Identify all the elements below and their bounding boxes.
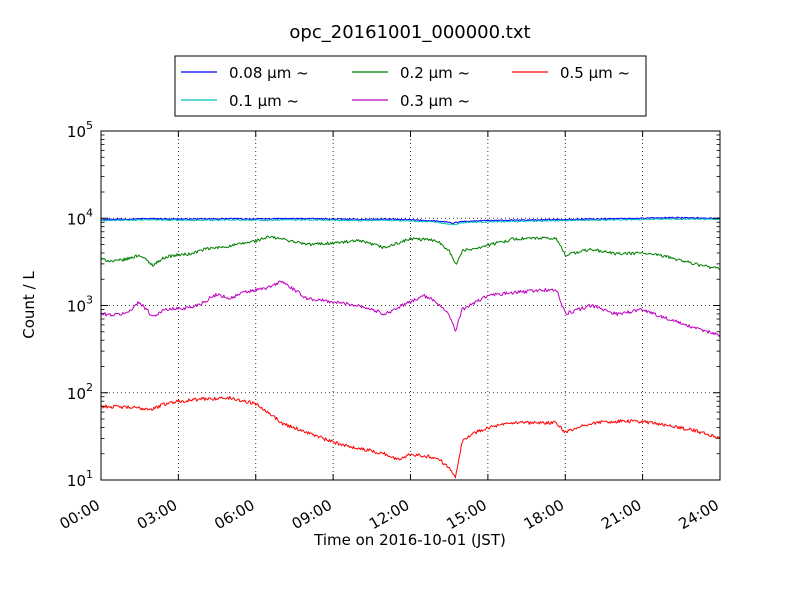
series-line xyxy=(100,216,721,224)
legend-label: 0.1 μm ~ xyxy=(229,92,299,110)
ticks xyxy=(100,130,721,481)
y-tick-exponent: 4 xyxy=(86,206,93,219)
y-tick-base: 10 xyxy=(67,472,86,490)
series-layer xyxy=(100,216,721,479)
y-tick-base: 10 xyxy=(67,385,86,403)
x-tick-label: 06:00 xyxy=(211,496,257,533)
y-tick-label: 101 xyxy=(67,468,93,490)
y-tick-label: 105 xyxy=(67,119,93,141)
grid xyxy=(101,131,720,480)
legend-label: 0.5 μm ~ xyxy=(560,64,630,82)
x-tick-label: 09:00 xyxy=(289,496,335,533)
y-tick-label: 103 xyxy=(67,294,93,316)
x-tick-label: 21:00 xyxy=(598,496,644,533)
x-tick-label: 12:00 xyxy=(366,496,412,533)
series-line xyxy=(100,280,721,337)
y-tick-exponent: 5 xyxy=(86,119,93,132)
legend: 0.08 μm ~ 0.1 μm ~ 0.2 μm ~ 0.3 μm ~ 0.5 μm … xyxy=(174,55,647,117)
chart-title: opc_20161001_000000.txt xyxy=(289,22,530,43)
legend-label: 0.3 μm ~ xyxy=(400,92,470,110)
x-axis-label: Time on 2016-10-01 (JST) xyxy=(313,531,506,549)
legend-label: 0.08 μm ~ xyxy=(229,64,309,82)
x-tick-label: 03:00 xyxy=(134,496,180,533)
x-tick-label: 18:00 xyxy=(521,496,567,533)
x-tick-label: 15:00 xyxy=(443,496,489,533)
y-tick-exponent: 2 xyxy=(86,381,93,394)
x-tick-label: 00:00 xyxy=(57,496,103,533)
y-tick-base: 10 xyxy=(67,123,86,141)
series-line xyxy=(100,235,721,270)
legend-box xyxy=(174,55,647,117)
y-tick-label: 102 xyxy=(67,381,93,403)
y-tick-label: 104 xyxy=(67,206,93,228)
legend-label: 0.2 μm ~ xyxy=(400,64,470,82)
y-axis-label: Count / L xyxy=(20,271,38,339)
y-tick-exponent: 1 xyxy=(86,468,93,481)
series-line xyxy=(100,396,721,479)
y-tick-base: 10 xyxy=(67,298,86,316)
y-tick-base: 10 xyxy=(67,210,86,228)
y-tick-exponent: 3 xyxy=(86,294,93,307)
series-line xyxy=(100,218,721,226)
x-tick-label: 24:00 xyxy=(676,496,722,533)
x-tick-labels: 00:00 03:00 06:00 09:00 12:00 15:00 18:00 21:00… xyxy=(57,496,722,533)
